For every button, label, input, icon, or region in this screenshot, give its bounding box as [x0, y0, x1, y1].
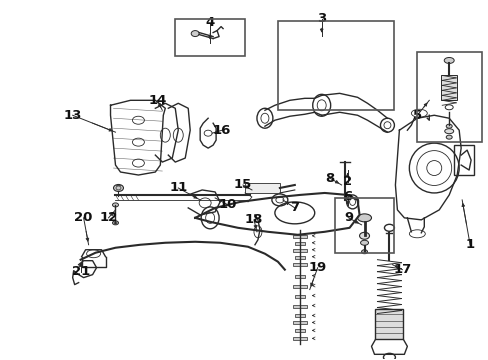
Text: 8: 8	[325, 171, 334, 185]
Bar	[294, 315, 304, 318]
Bar	[244, 183, 279, 193]
Text: 15: 15	[233, 179, 252, 192]
Bar	[292, 249, 306, 252]
Text: 2: 2	[343, 175, 351, 189]
Text: 5: 5	[412, 109, 421, 122]
Bar	[440, 75, 456, 100]
Ellipse shape	[446, 135, 451, 139]
Text: 13: 13	[63, 109, 81, 122]
Ellipse shape	[112, 221, 118, 225]
Text: 11: 11	[169, 181, 187, 194]
Ellipse shape	[443, 58, 453, 63]
Ellipse shape	[113, 184, 123, 192]
Text: 9: 9	[344, 211, 352, 224]
Text: 12: 12	[99, 211, 118, 224]
Bar	[292, 235, 306, 238]
Bar	[294, 275, 304, 278]
Ellipse shape	[444, 129, 453, 134]
Bar	[334, 198, 394, 253]
Text: 21: 21	[71, 265, 90, 278]
Text: 18: 18	[244, 213, 263, 226]
Bar	[175, 19, 244, 57]
Text: 6: 6	[342, 190, 351, 203]
Ellipse shape	[112, 203, 118, 207]
Text: 19: 19	[308, 261, 326, 274]
Bar	[292, 305, 306, 307]
Bar	[453, 145, 473, 175]
Text: 7: 7	[290, 201, 299, 215]
Bar	[292, 337, 306, 340]
Ellipse shape	[357, 214, 371, 222]
Bar	[294, 242, 304, 245]
Text: 10: 10	[219, 198, 237, 211]
Bar	[416, 53, 481, 142]
Bar	[375, 310, 403, 339]
Bar	[292, 285, 306, 288]
Bar	[294, 294, 304, 298]
Ellipse shape	[191, 31, 199, 37]
Text: 16: 16	[212, 124, 231, 137]
Text: 4: 4	[205, 16, 214, 29]
Ellipse shape	[361, 250, 367, 254]
Bar	[277, 21, 394, 110]
Ellipse shape	[446, 124, 451, 128]
Ellipse shape	[359, 232, 369, 239]
Text: 20: 20	[74, 211, 93, 224]
Text: 1: 1	[465, 238, 474, 251]
Bar	[292, 263, 306, 266]
Bar	[294, 256, 304, 259]
Text: 3: 3	[316, 12, 325, 25]
Bar	[292, 321, 306, 324]
Bar	[294, 329, 304, 332]
Text: 14: 14	[148, 94, 166, 107]
Text: 17: 17	[392, 263, 411, 276]
Ellipse shape	[360, 240, 368, 245]
